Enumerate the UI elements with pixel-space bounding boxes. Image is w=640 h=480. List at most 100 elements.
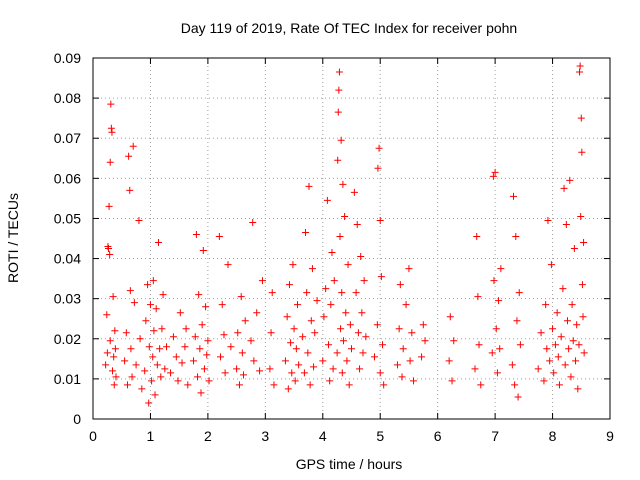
data-point bbox=[490, 277, 498, 285]
data-point bbox=[192, 230, 200, 238]
data-point bbox=[492, 325, 500, 333]
data-point bbox=[341, 212, 349, 220]
data-point bbox=[194, 373, 202, 381]
data-point bbox=[497, 265, 505, 273]
data-point bbox=[542, 301, 550, 309]
y-tick-label: 0.02 bbox=[54, 331, 81, 347]
data-point bbox=[373, 321, 381, 329]
data-point bbox=[399, 345, 407, 353]
data-point bbox=[560, 184, 568, 192]
data-point bbox=[158, 325, 166, 333]
data-point bbox=[145, 343, 153, 351]
data-point bbox=[178, 359, 186, 367]
data-point bbox=[346, 321, 354, 329]
data-point bbox=[287, 339, 295, 347]
data-point bbox=[109, 367, 117, 375]
data-points bbox=[102, 62, 588, 407]
data-point bbox=[249, 218, 257, 226]
data-point bbox=[258, 277, 266, 285]
data-point bbox=[577, 114, 585, 122]
data-point bbox=[330, 277, 338, 285]
data-point bbox=[190, 357, 198, 365]
data-point bbox=[580, 239, 588, 247]
data-point bbox=[339, 180, 347, 188]
data-point bbox=[111, 345, 119, 353]
data-point bbox=[247, 337, 255, 345]
data-point bbox=[508, 361, 516, 369]
axis-ticks bbox=[92, 57, 611, 420]
data-point bbox=[125, 152, 133, 160]
data-point bbox=[283, 313, 291, 321]
data-point bbox=[146, 301, 154, 309]
data-point bbox=[567, 373, 575, 381]
data-point bbox=[376, 216, 384, 224]
data-point bbox=[445, 357, 453, 365]
data-point bbox=[203, 351, 211, 359]
y-tick-label: 0.05 bbox=[54, 210, 81, 226]
x-axis-label: GPS time / hours bbox=[296, 456, 403, 472]
data-point bbox=[266, 365, 274, 373]
data-point bbox=[227, 343, 235, 351]
data-point bbox=[477, 381, 485, 389]
data-point bbox=[103, 349, 111, 357]
data-point bbox=[577, 212, 585, 220]
data-point bbox=[121, 357, 129, 365]
data-point bbox=[267, 329, 275, 337]
data-point bbox=[335, 68, 343, 76]
data-point bbox=[224, 261, 232, 269]
y-tick-labels: 0 0.01 0.02 0.03 0.04 0.05 0.06 0.07 0.08 0.09 bbox=[54, 50, 81, 427]
data-point bbox=[200, 365, 208, 373]
data-point bbox=[240, 371, 248, 379]
data-point bbox=[329, 365, 337, 373]
data-point bbox=[380, 381, 388, 389]
data-point bbox=[336, 232, 344, 240]
data-point bbox=[580, 349, 588, 357]
data-point bbox=[562, 220, 570, 228]
data-point bbox=[550, 369, 558, 377]
data-point bbox=[284, 385, 292, 393]
data-point bbox=[154, 239, 162, 247]
data-point bbox=[235, 381, 243, 389]
data-point bbox=[123, 381, 131, 389]
data-point bbox=[575, 341, 583, 349]
data-point bbox=[174, 377, 182, 385]
data-point bbox=[106, 251, 114, 259]
data-point bbox=[406, 357, 414, 365]
data-point bbox=[348, 345, 355, 353]
data-point bbox=[334, 156, 342, 164]
data-point bbox=[218, 301, 226, 309]
y-tick-label: 0.07 bbox=[54, 130, 81, 146]
data-point bbox=[474, 293, 482, 301]
data-point bbox=[204, 337, 212, 345]
x-tick-label: 3 bbox=[261, 428, 269, 444]
data-point bbox=[551, 341, 559, 349]
data-point bbox=[199, 247, 207, 255]
data-point bbox=[448, 377, 456, 385]
data-point bbox=[156, 345, 164, 353]
data-point bbox=[402, 301, 410, 309]
data-point bbox=[151, 391, 159, 399]
data-point bbox=[572, 357, 580, 365]
data-point bbox=[157, 373, 165, 381]
data-point bbox=[418, 353, 426, 361]
data-point bbox=[544, 216, 552, 224]
data-point bbox=[359, 349, 367, 357]
data-point bbox=[408, 329, 416, 337]
data-point bbox=[555, 381, 563, 389]
data-point bbox=[374, 164, 382, 172]
data-point bbox=[105, 202, 113, 210]
data-point bbox=[357, 253, 365, 261]
data-point bbox=[288, 369, 296, 377]
data-point bbox=[579, 313, 587, 321]
data-point bbox=[220, 331, 228, 339]
data-point bbox=[150, 327, 158, 335]
data-point bbox=[354, 329, 362, 337]
data-point bbox=[141, 367, 149, 375]
data-point bbox=[184, 381, 192, 389]
data-point bbox=[127, 345, 135, 353]
data-point bbox=[111, 327, 119, 335]
data-point bbox=[268, 289, 276, 297]
data-point bbox=[473, 232, 481, 240]
data-point bbox=[234, 329, 242, 337]
